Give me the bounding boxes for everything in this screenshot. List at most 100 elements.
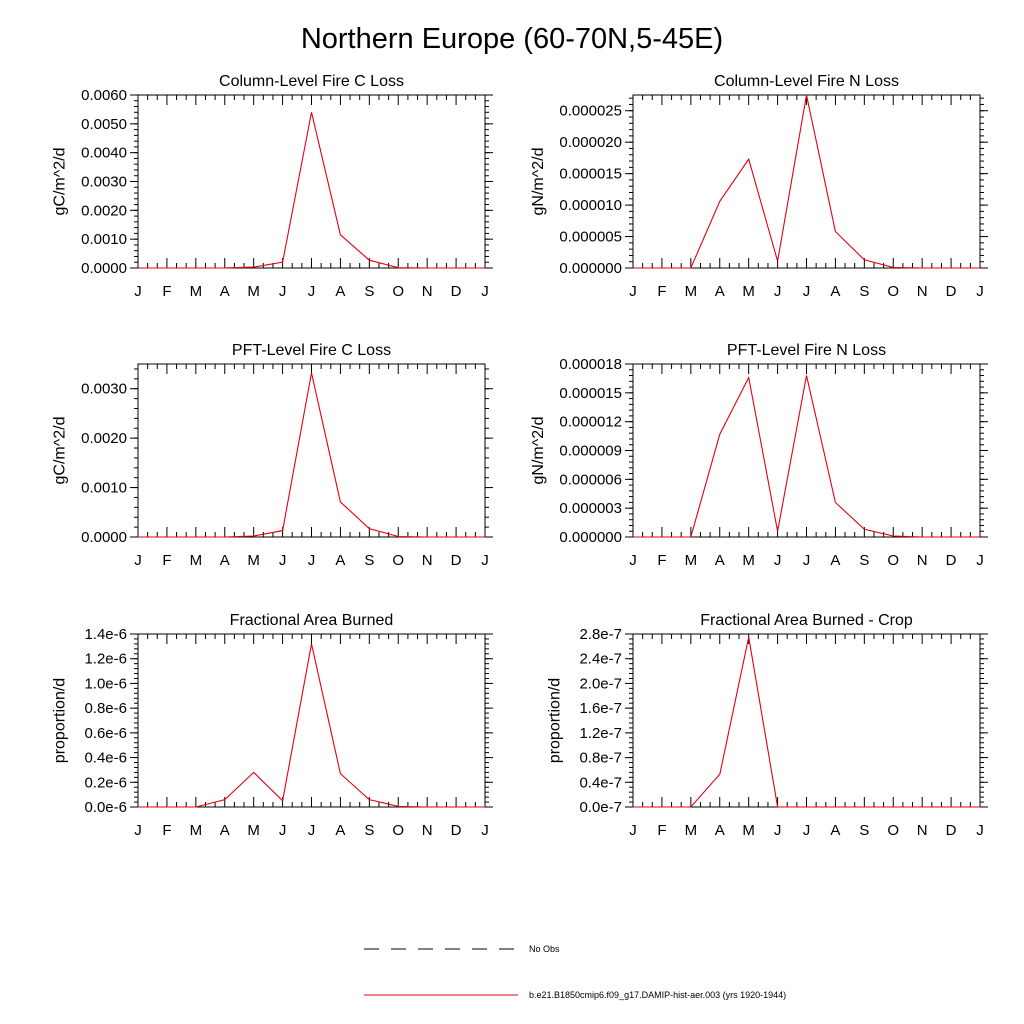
- y-tick-label: 2.0e-7: [579, 675, 622, 692]
- panel-title: Column-Level Fire C Loss: [219, 73, 404, 90]
- x-tick-label: J: [976, 552, 984, 569]
- x-tick-label: M: [190, 283, 203, 300]
- y-axis-label: gN/m^2/d: [530, 148, 547, 216]
- y-axis-label: proportion/d: [547, 678, 564, 763]
- y-tick-label: 0.000012: [559, 414, 622, 431]
- x-tick-label: A: [220, 283, 230, 300]
- panel-title: Column-Level Fire N Loss: [714, 73, 899, 90]
- x-tick-label: M: [190, 552, 203, 569]
- y-tick-label: 0.0050: [81, 116, 127, 133]
- x-tick-label: J: [481, 552, 489, 569]
- x-tick-label: S: [859, 283, 869, 300]
- x-tick-label: N: [422, 552, 433, 569]
- x-tick-label: M: [685, 283, 698, 300]
- x-tick-label: M: [685, 822, 698, 839]
- x-tick-label: A: [830, 552, 840, 569]
- x-tick-label: S: [859, 552, 869, 569]
- panel-title: Fractional Area Burned - Crop: [700, 612, 913, 629]
- y-tick-label: 0.000005: [559, 229, 622, 246]
- x-tick-label: A: [715, 552, 725, 569]
- series-line-1: [633, 94, 980, 269]
- y-tick-label: 0.4e-6: [84, 750, 127, 767]
- y-tick-label: 0.0000: [81, 260, 127, 277]
- x-tick-label: A: [830, 822, 840, 839]
- x-tick-label: J: [629, 552, 637, 569]
- x-tick-label: J: [976, 283, 984, 300]
- y-tick-label: 1.2e-6: [84, 651, 127, 668]
- panel-title: Fractional Area Burned: [230, 612, 394, 629]
- y-axis-label: proportion/d: [52, 678, 69, 763]
- y-tick-label: 0.000000: [559, 529, 622, 546]
- x-tick-label: N: [917, 283, 928, 300]
- x-tick-label: J: [803, 552, 811, 569]
- y-tick-label: 0.000015: [559, 166, 622, 183]
- x-tick-label: O: [392, 822, 404, 839]
- plot-frame: [137, 94, 486, 269]
- y-tick-label: 0.0020: [81, 430, 127, 447]
- x-tick-label: D: [451, 552, 462, 569]
- y-tick-label: 0.6e-6: [84, 725, 127, 742]
- x-tick-label: A: [335, 283, 345, 300]
- x-tick-label: O: [392, 552, 404, 569]
- plot-frame: [137, 633, 486, 808]
- x-tick-label: M: [247, 552, 260, 569]
- y-tick-label: 0.0e-6: [84, 799, 127, 816]
- x-tick-label: J: [803, 283, 811, 300]
- x-tick-label: M: [247, 822, 260, 839]
- y-tick-label: 0.0020: [81, 202, 127, 219]
- series-line-1: [138, 643, 485, 808]
- y-tick-label: 2.8e-7: [579, 626, 622, 643]
- figure-title: Northern Europe (60-70N,5-45E): [301, 23, 723, 55]
- y-tick-label: 0.2e-6: [84, 774, 127, 791]
- legend-model-label: b.e21.B1850cmip6.f09_g17.DAMIP-hist-aer.…: [529, 990, 786, 1000]
- x-tick-label: J: [481, 822, 489, 839]
- y-tick-label: 0.0010: [81, 231, 127, 248]
- x-tick-label: F: [162, 552, 171, 569]
- y-tick-label: 0.000010: [559, 197, 622, 214]
- y-tick-label: 1.4e-6: [84, 626, 127, 643]
- x-tick-label: D: [451, 822, 462, 839]
- legend: No Obs b.e21.B1850cmip6.f09_g17.DAMIP-hi…: [364, 944, 786, 1000]
- series-line-1: [633, 375, 980, 538]
- x-tick-label: J: [308, 552, 316, 569]
- y-tick-label: 1.6e-7: [579, 700, 622, 717]
- y-tick-label: 0.000025: [559, 103, 622, 120]
- x-tick-label: F: [162, 822, 171, 839]
- x-tick-label: F: [657, 822, 666, 839]
- y-tick-label: 1.2e-7: [579, 725, 622, 742]
- x-tick-label: S: [364, 822, 374, 839]
- x-tick-label: J: [279, 552, 287, 569]
- x-tick-label: N: [422, 283, 433, 300]
- x-tick-label: M: [247, 283, 260, 300]
- x-tick-label: J: [279, 283, 287, 300]
- y-tick-label: 0.0010: [81, 480, 127, 497]
- plot-frame: [632, 363, 981, 538]
- x-tick-label: D: [946, 822, 957, 839]
- x-tick-label: J: [976, 822, 984, 839]
- x-tick-label: O: [392, 283, 404, 300]
- y-tick-label: 0.4e-7: [579, 774, 622, 791]
- y-tick-label: 0.000003: [559, 500, 622, 517]
- x-tick-label: J: [629, 822, 637, 839]
- panel-title: PFT-Level Fire N Loss: [727, 342, 886, 359]
- plot-frame: [632, 633, 981, 808]
- x-tick-label: S: [364, 283, 374, 300]
- x-tick-label: J: [774, 822, 782, 839]
- x-tick-label: O: [887, 822, 899, 839]
- x-tick-label: J: [308, 822, 316, 839]
- plot-frame: [137, 363, 486, 538]
- y-tick-label: 0.000018: [559, 356, 622, 373]
- x-tick-label: J: [134, 822, 142, 839]
- x-tick-label: M: [742, 552, 755, 569]
- y-tick-label: 0.000020: [559, 134, 622, 151]
- y-tick-label: 1.0e-6: [84, 675, 127, 692]
- x-tick-label: A: [220, 552, 230, 569]
- x-tick-label: A: [830, 283, 840, 300]
- x-tick-label: J: [803, 822, 811, 839]
- x-tick-label: A: [335, 822, 345, 839]
- y-axis-label: gC/m^2/d: [52, 148, 69, 216]
- x-tick-label: J: [774, 283, 782, 300]
